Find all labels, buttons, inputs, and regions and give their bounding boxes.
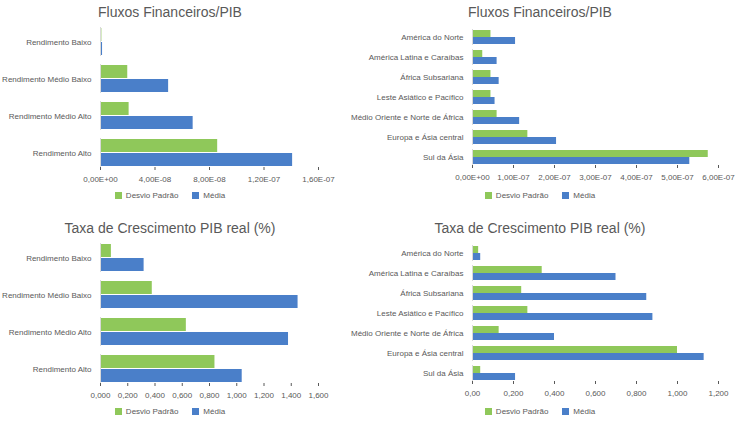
- svg-text:1,200: 1,200: [708, 389, 729, 398]
- svg-text:Médio Oriente e Norte de Áfric: Médio Oriente e Norte de África: [351, 329, 464, 338]
- svg-text:Rendimento Médio Alto: Rendimento Médio Alto: [9, 328, 92, 337]
- svg-text:Rendimento Baixo: Rendimento Baixo: [26, 254, 92, 263]
- html-text:Desvio Padrão: Desvio Padrão: [125, 190, 179, 200]
- svg-text:0,400: 0,400: [145, 391, 166, 400]
- svg-text:4,00E-08: 4,00E-08: [139, 175, 172, 184]
- svg-text:2,00E-07: 2,00E-07: [538, 173, 571, 182]
- svg-text:Leste Asiático e Pacífico: Leste Asiático e Pacífico: [377, 93, 464, 102]
- svg-text:Rendimento Alto: Rendimento Alto: [33, 365, 92, 374]
- svg-text:3,00E-07: 3,00E-07: [579, 173, 612, 182]
- svg-text:0,00E+00: 0,00E+00: [83, 175, 118, 184]
- html-text:Média: Média: [573, 190, 596, 200]
- svg-text:Sul da Ásia: Sul da Ásia: [423, 369, 464, 378]
- svg-text:1,600: 1,600: [308, 391, 329, 400]
- svg-text:Rendimento Médio Baixo: Rendimento Médio Baixo: [2, 75, 92, 84]
- html-text:Desvio Padrão: Desvio Padrão: [495, 190, 549, 200]
- svg-text:0,00: 0,00: [465, 389, 481, 398]
- svg-text:1,60E-07: 1,60E-07: [302, 175, 335, 184]
- svg-text:0,200: 0,200: [503, 389, 524, 398]
- svg-text:América do Norte: América do Norte: [401, 33, 464, 42]
- svg-text:0,800: 0,800: [626, 389, 647, 398]
- svg-text:Europa e Ásia central: Europa e Ásia central: [387, 133, 464, 142]
- svg-text:Rendimento Médio Alto: Rendimento Médio Alto: [9, 112, 92, 121]
- svg-text:0,200: 0,200: [118, 391, 139, 400]
- html-text:Taxa de Crescimento PIB real (: Taxa de Crescimento PIB real (%): [64, 220, 276, 236]
- svg-text:América Latina e Caraíbas: América Latina e Caraíbas: [369, 53, 464, 62]
- svg-text:Rendimento Baixo: Rendimento Baixo: [26, 38, 92, 47]
- svg-text:1,000: 1,000: [667, 389, 688, 398]
- html-text:Desvio Padrão: Desvio Padrão: [495, 406, 549, 416]
- svg-text:1,20E-07: 1,20E-07: [248, 175, 281, 184]
- html-text:Média: Média: [203, 406, 226, 416]
- svg-text:0,600: 0,600: [585, 389, 606, 398]
- svg-text:América Latina e Caraíbas: América Latina e Caraíbas: [369, 269, 464, 278]
- svg-text:Rendimento Alto: Rendimento Alto: [33, 149, 92, 158]
- html-text:Desvio Padrão: Desvio Padrão: [125, 406, 179, 416]
- svg-text:Europa e Ásia central: Europa e Ásia central: [387, 349, 464, 358]
- svg-text:1,000: 1,000: [227, 391, 248, 400]
- svg-text:1,200: 1,200: [254, 391, 275, 400]
- svg-text:0,400: 0,400: [544, 389, 565, 398]
- svg-text:1,400: 1,400: [281, 391, 302, 400]
- html-text:Taxa de Crescimento PIB real (: Taxa de Crescimento PIB real (%): [434, 220, 646, 236]
- svg-text:África Subsariana: África Subsariana: [400, 289, 464, 298]
- svg-text:1,00E-07: 1,00E-07: [497, 173, 530, 182]
- svg-text:África Subsariana: África Subsariana: [400, 73, 464, 82]
- svg-text:América do Norte: América do Norte: [401, 249, 464, 258]
- svg-text:0,800: 0,800: [199, 391, 220, 400]
- svg-text:6,00E-07: 6,00E-07: [702, 173, 735, 182]
- svg-text:0,600: 0,600: [172, 391, 193, 400]
- svg-text:5,00E-07: 5,00E-07: [661, 173, 694, 182]
- svg-text:Leste Asiático e Pacífico: Leste Asiático e Pacífico: [377, 309, 464, 318]
- svg-text:Rendimento Médio Baixo: Rendimento Médio Baixo: [2, 291, 92, 300]
- svg-text:0,000: 0,000: [90, 391, 111, 400]
- svg-text:0,00E+00: 0,00E+00: [455, 173, 490, 182]
- html-text:Média: Média: [203, 190, 226, 200]
- svg-text:Médio Oriente e Norte de Áfric: Médio Oriente e Norte de África: [351, 113, 464, 122]
- svg-text:4,00E-07: 4,00E-07: [620, 173, 653, 182]
- html-text:Média: Média: [573, 406, 596, 416]
- svg-text:Sul da Ásia: Sul da Ásia: [423, 153, 464, 162]
- html-text:Fluxos Financeiros/PIB: Fluxos Financeiros/PIB: [468, 4, 612, 20]
- html-text:Fluxos Financeiros/PIB: Fluxos Financeiros/PIB: [98, 4, 242, 20]
- svg-text:8,00E-08: 8,00E-08: [193, 175, 226, 184]
